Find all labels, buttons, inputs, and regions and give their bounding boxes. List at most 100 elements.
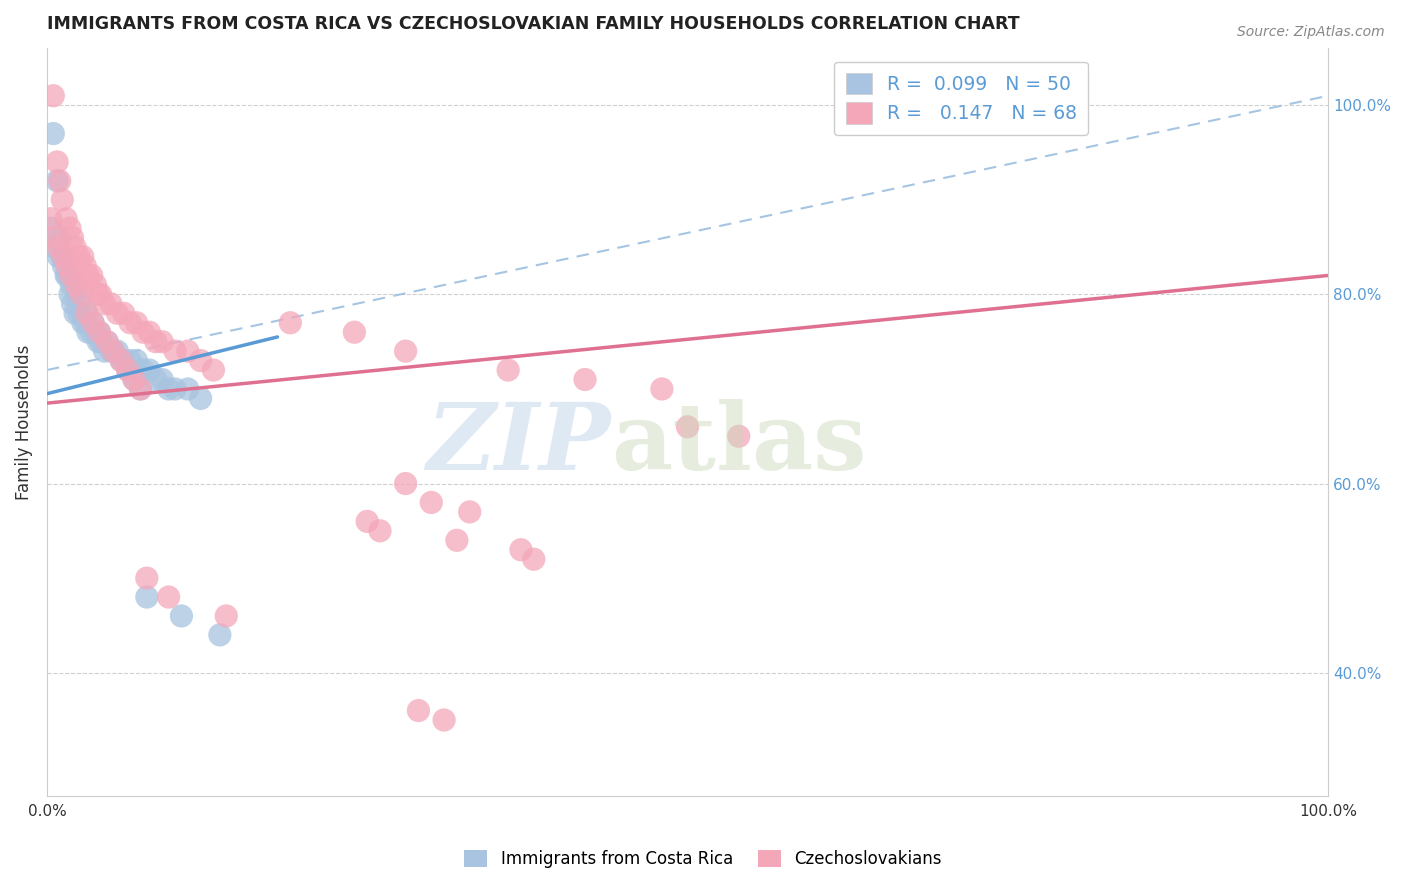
- Point: [132, 325, 155, 339]
- Point: [62, 297, 84, 311]
- Text: Source: ZipAtlas.com: Source: ZipAtlas.com: [1237, 25, 1385, 39]
- Point: [48, 250, 70, 264]
- Point: [651, 382, 673, 396]
- Point: [84, 277, 107, 292]
- Point: [103, 344, 125, 359]
- Point: [87, 287, 110, 301]
- Point: [105, 306, 128, 320]
- Point: [117, 363, 139, 377]
- Point: [120, 316, 142, 330]
- Point: [138, 325, 160, 339]
- Point: [46, 155, 69, 169]
- Text: IMMIGRANTS FROM COSTA RICA VS CZECHOSLOVAKIAN FAMILY HOUSEHOLDS CORRELATION CHAR: IMMIGRANTS FROM COSTA RICA VS CZECHOSLOV…: [46, 15, 1019, 33]
- Point: [63, 306, 86, 320]
- Point: [135, 590, 157, 604]
- Point: [82, 316, 104, 330]
- Point: [84, 325, 107, 339]
- Point: [52, 250, 75, 264]
- Point: [59, 221, 82, 235]
- Point: [496, 363, 519, 377]
- Point: [77, 268, 100, 283]
- Point: [395, 344, 418, 359]
- Point: [56, 268, 79, 283]
- Point: [208, 628, 231, 642]
- Point: [132, 363, 155, 377]
- Text: ZIP: ZIP: [426, 400, 610, 490]
- Point: [110, 353, 132, 368]
- Point: [420, 495, 443, 509]
- Point: [63, 240, 86, 254]
- Point: [120, 353, 142, 368]
- Point: [48, 240, 70, 254]
- Point: [190, 353, 212, 368]
- Point: [395, 476, 418, 491]
- Point: [60, 268, 83, 283]
- Point: [48, 174, 70, 188]
- Point: [202, 363, 225, 377]
- Point: [72, 250, 94, 264]
- Point: [510, 542, 533, 557]
- Point: [51, 193, 73, 207]
- Point: [76, 306, 98, 320]
- Point: [446, 533, 468, 548]
- Point: [70, 287, 93, 301]
- Point: [90, 287, 112, 301]
- Point: [727, 429, 749, 443]
- Point: [177, 382, 200, 396]
- Point: [76, 306, 98, 320]
- Point: [75, 259, 97, 273]
- Text: atlas: atlas: [610, 400, 866, 490]
- Point: [89, 325, 111, 339]
- Point: [67, 306, 90, 320]
- Point: [574, 372, 596, 386]
- Point: [122, 372, 145, 386]
- Point: [72, 316, 94, 330]
- Point: [70, 297, 93, 311]
- Point: [150, 372, 173, 386]
- Point: [89, 325, 111, 339]
- Point: [96, 334, 118, 349]
- Point: [190, 392, 212, 406]
- Point: [90, 334, 112, 349]
- Point: [46, 174, 69, 188]
- Point: [112, 306, 135, 320]
- Point: [676, 419, 699, 434]
- Point: [96, 334, 118, 349]
- Point: [150, 334, 173, 349]
- Point: [145, 372, 167, 386]
- Point: [44, 230, 66, 244]
- Point: [48, 230, 70, 244]
- Point: [356, 515, 378, 529]
- Point: [65, 277, 87, 292]
- Point: [55, 211, 77, 226]
- Point: [343, 325, 366, 339]
- Point: [65, 287, 87, 301]
- Point: [523, 552, 546, 566]
- Point: [56, 259, 79, 273]
- Point: [125, 353, 148, 368]
- Point: [44, 240, 66, 254]
- Point: [105, 344, 128, 359]
- Point: [60, 277, 83, 292]
- Point: [39, 221, 62, 235]
- Point: [59, 287, 82, 301]
- Point: [157, 382, 180, 396]
- Point: [433, 713, 456, 727]
- Point: [163, 344, 186, 359]
- Point: [129, 382, 152, 396]
- Point: [458, 505, 481, 519]
- Point: [62, 230, 84, 244]
- Point: [170, 609, 193, 624]
- Point: [112, 353, 135, 368]
- Point: [55, 268, 77, 283]
- Point: [87, 334, 110, 349]
- Point: [125, 316, 148, 330]
- Point: [122, 372, 145, 386]
- Point: [93, 344, 115, 359]
- Point: [42, 88, 65, 103]
- Point: [145, 334, 167, 349]
- Point: [80, 268, 103, 283]
- Point: [52, 259, 75, 273]
- Point: [100, 297, 122, 311]
- Point: [93, 297, 115, 311]
